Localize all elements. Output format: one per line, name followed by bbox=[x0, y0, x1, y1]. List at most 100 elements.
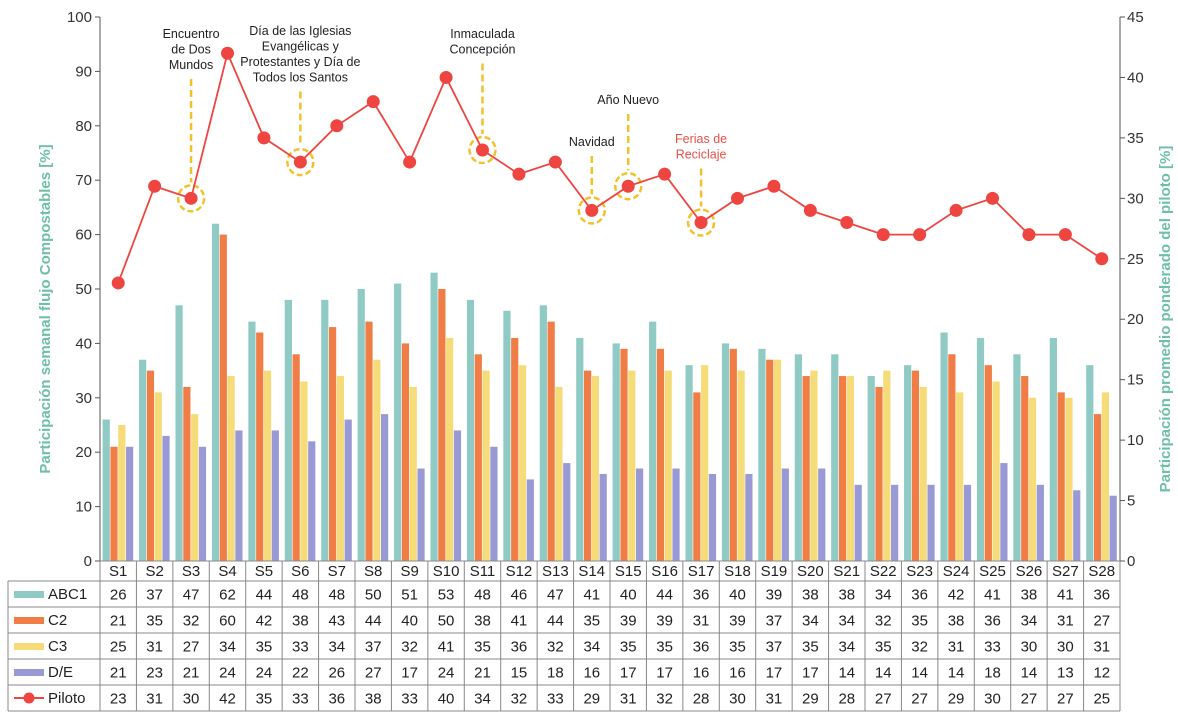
table-cell: 17 bbox=[620, 665, 637, 682]
table-cell: 22 bbox=[292, 665, 309, 682]
bar-de-s26 bbox=[1036, 484, 1044, 561]
bar-de-s4 bbox=[235, 430, 243, 561]
bar-c3-s7 bbox=[336, 376, 344, 561]
bar-de-s11 bbox=[490, 446, 498, 561]
bar-abc1-s24 bbox=[940, 332, 948, 561]
bar-c2-s12 bbox=[511, 337, 519, 561]
table-cell: 39 bbox=[766, 587, 783, 604]
table-cell: 27 bbox=[1021, 691, 1038, 708]
data-table: S1 S2 S3 S4 S5 S6 S7 S8 S9 S10 S11 S12 S13 S14 S15 S16 S… bbox=[7, 560, 1121, 712]
y-left-tick-label: 100 bbox=[67, 9, 92, 26]
table-cell: 29 bbox=[802, 691, 819, 708]
table-cell: 53 bbox=[438, 587, 455, 604]
table-cell: 33 bbox=[401, 691, 418, 708]
table-cell: 35 bbox=[875, 639, 892, 656]
bar-c2-s10 bbox=[438, 289, 446, 561]
bar-c2-s3 bbox=[183, 386, 191, 561]
bar-c3-s16 bbox=[664, 370, 672, 561]
table-cell: 23 bbox=[110, 691, 127, 708]
bar-c3-s26 bbox=[1028, 397, 1037, 561]
table-cell: 41 bbox=[583, 587, 600, 604]
annotation-s15: Año Nuevo bbox=[597, 93, 659, 201]
table-cell: 34 bbox=[219, 639, 236, 656]
table-cell: 37 bbox=[146, 587, 163, 604]
table-cell: 34 bbox=[1021, 613, 1038, 630]
table-cell: 16 bbox=[693, 665, 710, 682]
table-cell: 31 bbox=[146, 691, 163, 708]
table-cell: 40 bbox=[438, 691, 455, 708]
bar-abc1-s15 bbox=[612, 343, 620, 561]
bar-c3-s5 bbox=[263, 370, 272, 561]
bar-abc1-s13 bbox=[539, 305, 547, 561]
bar-de-s12 bbox=[526, 479, 534, 561]
annotation-text-line: Ferias de bbox=[675, 132, 727, 146]
bar-c2-s21 bbox=[838, 376, 847, 561]
table-cell: 33 bbox=[984, 639, 1001, 656]
category-label: S10 bbox=[433, 563, 460, 580]
bar-de-s5 bbox=[271, 430, 279, 561]
legend-swatch bbox=[14, 591, 44, 598]
table-cell: 38 bbox=[474, 613, 491, 630]
table-cell: 14 bbox=[1021, 665, 1038, 682]
point-piloto-s6 bbox=[293, 155, 307, 169]
table-cell: 32 bbox=[401, 639, 418, 656]
category-label: S13 bbox=[542, 563, 569, 580]
legend-swatch-marker bbox=[23, 692, 35, 704]
y-right-tick-label: 10 bbox=[1127, 432, 1144, 449]
table-cell: 18 bbox=[984, 665, 1001, 682]
table-cell: 40 bbox=[401, 613, 418, 630]
line-piloto bbox=[117, 50, 1103, 284]
table-cell: 36 bbox=[984, 613, 1001, 630]
point-piloto-s13 bbox=[548, 155, 562, 169]
bar-de-s9 bbox=[417, 468, 425, 561]
category-label: S6 bbox=[291, 563, 309, 580]
bar-c2-s26 bbox=[1021, 376, 1029, 561]
table-cell: 35 bbox=[802, 639, 819, 656]
bar-c3-s23 bbox=[919, 386, 927, 561]
table-cell: 17 bbox=[656, 665, 673, 682]
point-piloto-s18 bbox=[731, 191, 744, 205]
bar-abc1-s7 bbox=[321, 299, 329, 561]
bar-abc1-s2 bbox=[139, 359, 147, 561]
table-cell: 36 bbox=[511, 639, 528, 656]
table-cell: 41 bbox=[511, 613, 528, 630]
category-label: S11 bbox=[470, 563, 496, 580]
bar-de-s6 bbox=[308, 441, 316, 561]
table-cell: 16 bbox=[583, 665, 600, 682]
bar-c3-s17 bbox=[701, 365, 709, 561]
annotation-text-line: Protestantes y Día de bbox=[240, 55, 360, 69]
table-cell: 15 bbox=[511, 665, 528, 682]
table-cell: 18 bbox=[547, 665, 564, 682]
annotation-text-line: Reciclaje bbox=[676, 148, 727, 162]
bar-de-s14 bbox=[599, 473, 607, 561]
point-piloto-s9 bbox=[403, 155, 417, 169]
annotation-highlight-ring bbox=[176, 184, 206, 213]
category-label: S15 bbox=[615, 563, 642, 580]
legend-c2: C2 bbox=[14, 612, 67, 629]
annotation-text-line: Inmaculada bbox=[450, 27, 515, 41]
y-right-tick-label: 5 bbox=[1127, 493, 1135, 510]
bar-de-s3 bbox=[198, 446, 207, 561]
table-cell: 32 bbox=[911, 639, 928, 656]
y-right-tick-label: 30 bbox=[1127, 190, 1144, 207]
bar-c2-s28 bbox=[1093, 414, 1102, 561]
point-piloto-s15 bbox=[621, 179, 635, 193]
y-left-tick-label: 40 bbox=[75, 335, 92, 352]
table-cell: 42 bbox=[948, 587, 965, 604]
bar-de-s25 bbox=[1000, 463, 1008, 561]
point-piloto-s11 bbox=[476, 143, 489, 157]
point-piloto-s7 bbox=[330, 119, 344, 133]
y-left-tick-label: 70 bbox=[75, 172, 92, 189]
y-left-tick-label: 60 bbox=[75, 227, 92, 244]
table-cell: 41 bbox=[438, 639, 455, 656]
bar-de-s22 bbox=[891, 484, 899, 561]
table-cell: 36 bbox=[328, 691, 345, 708]
bar-abc1-s18 bbox=[721, 343, 730, 561]
legend-de: D/E bbox=[14, 664, 73, 681]
category-label: S22 bbox=[870, 563, 897, 580]
bar-c2-s9 bbox=[401, 343, 410, 561]
table-cell: 30 bbox=[729, 691, 746, 708]
table-cell: 12 bbox=[1093, 665, 1110, 682]
table-cell: 25 bbox=[1093, 691, 1110, 708]
table-cell: 42 bbox=[219, 691, 236, 708]
